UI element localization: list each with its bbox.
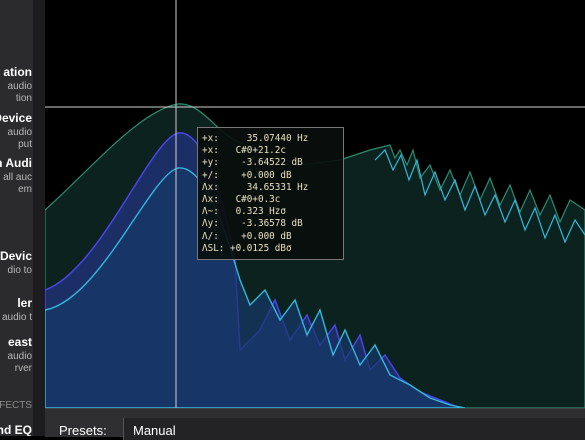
readout-line: Λ~: 0.323 Hzσ (202, 206, 286, 218)
readout-line: +x: 35.07440 Hz (202, 133, 309, 144)
readout-line: +/: +0.000 dB (202, 169, 292, 181)
section-header: FECTS (0, 400, 32, 411)
cursor-readout: +x: 35.07440 Hz +x: C#0+21.2c +y: -3.64522… (197, 127, 344, 260)
device-title[interactable]: Device (0, 111, 32, 125)
readout-line: Λx: C#0+0.3c (202, 194, 281, 206)
readout-line: Λy: -3.36578 dB (202, 218, 303, 230)
device-title[interactable]: n Audi (0, 156, 32, 170)
readout-line: Λx: 34.65331 Hz (202, 181, 309, 193)
device-subtitle: audio (7, 81, 32, 92)
presets-label: Presets: (59, 423, 107, 438)
device-title[interactable]: ler (17, 296, 32, 310)
device-subtitle: all auc (3, 172, 32, 183)
device-subtitle: dio to (7, 265, 32, 276)
preset-selector[interactable]: Manual (123, 418, 585, 440)
readout-line: ΛSL: +0.0125 dBσ (202, 242, 292, 254)
readout-line: +y: -3.64522 dB (202, 157, 303, 169)
readout-line: +x: C#0+21.2c (202, 145, 286, 157)
realtime-line (374, 148, 585, 244)
device-subtitle: audio t (1, 312, 32, 323)
preset-name[interactable]: Manual (133, 423, 176, 438)
device-subtitle: audio (7, 127, 32, 138)
device-subtitle: rver (14, 363, 32, 374)
sidebar-divider (33, 0, 45, 436)
footer-bar: Presets: Manual (45, 408, 585, 440)
device-title[interactable]: Devic (0, 249, 32, 263)
device-subtitle: tion (15, 93, 32, 104)
device-title[interactable]: ation (3, 65, 32, 79)
readout-line: Λ/: +0.000 dB (202, 230, 292, 242)
device-subtitle: audio (7, 351, 32, 362)
device-subtitle: put (18, 139, 32, 150)
device-title[interactable]: east (7, 335, 32, 349)
device-subtitle: em (18, 184, 32, 195)
effect-title[interactable]: nd EQ (0, 423, 32, 436)
